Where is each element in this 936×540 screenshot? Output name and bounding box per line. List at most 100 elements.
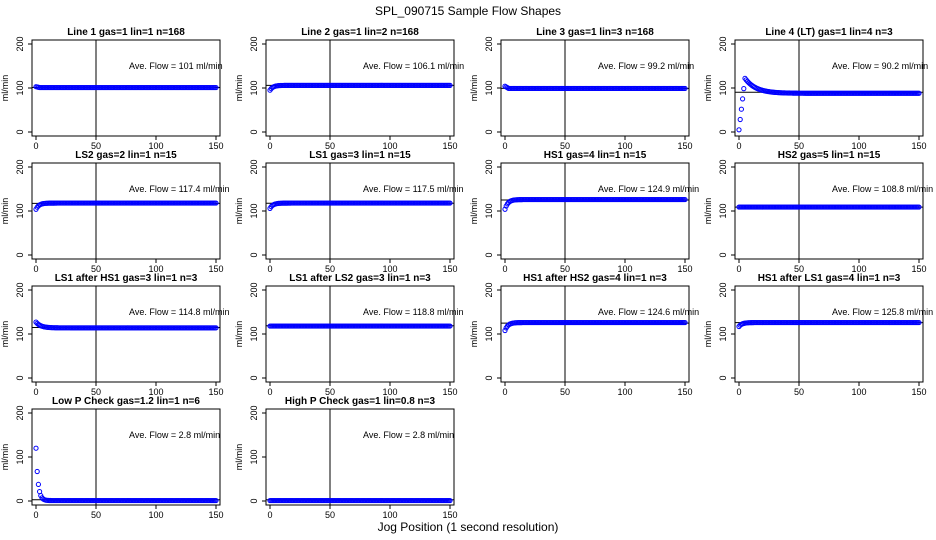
average-flow-annotation: Ave. Flow = 99.2 ml/min (598, 61, 694, 71)
y-tick-label: 0 (484, 375, 494, 380)
y-tick-label: 0 (484, 252, 494, 257)
data-point (740, 96, 746, 102)
x-tick-label: 100 (851, 264, 866, 274)
y-axis-label: ml/min (0, 198, 10, 225)
y-tick-label: 200 (718, 159, 728, 174)
x-tick-label: 50 (560, 264, 570, 274)
x-tick-label: 50 (325, 141, 335, 151)
figure-x-axis-label: Jog Position (1 second resolution) (378, 520, 559, 534)
panel-title: LS1 after LS2 gas=3 lin=1 n=3 (289, 273, 431, 284)
y-tick-label: 100 (249, 326, 259, 341)
y-tick-label: 0 (484, 129, 494, 134)
x-tick-label: 100 (382, 387, 397, 397)
x-tick-label: 50 (325, 510, 335, 520)
y-tick-label: 100 (718, 203, 728, 218)
y-axis-label: ml/min (234, 198, 244, 225)
average-flow-annotation: Ave. Flow = 108.8 ml/min (832, 184, 933, 194)
y-tick-label: 200 (15, 282, 25, 297)
panel-1: Line 1 gas=1 lin=1 n=168 ml/min 0 50 100 150 0… (0, 27, 224, 151)
average-flow-annotation: Ave. Flow = 117.5 ml/min (363, 184, 463, 194)
plot-frame (265, 39, 455, 137)
x-tick-label: 50 (560, 387, 570, 397)
plot-frame (265, 162, 455, 260)
x-tick-label: 100 (851, 141, 866, 151)
x-tick-label: 0 (33, 141, 38, 151)
y-tick-label: 0 (15, 129, 25, 134)
panel-title: Low P Check gas=1.2 lin=1 n=6 (52, 396, 200, 407)
x-tick-label: 50 (794, 141, 804, 151)
data-point (447, 200, 453, 206)
panel-9: LS1 after HS1 gas=3 lin=1 n=3 ml/min 0 50 10… (0, 273, 229, 397)
average-flow-annotation: Ave. Flow = 124.9 ml/min (598, 184, 699, 194)
data-points (736, 319, 922, 330)
x-tick-label: 150 (911, 387, 926, 397)
data-point (741, 86, 747, 92)
panel-10: LS1 after LS2 gas=3 lin=1 n=3 ml/min 0 50 10… (234, 273, 463, 397)
data-point (447, 82, 453, 88)
y-axis-label: ml/min (0, 321, 10, 348)
y-axis-label: ml/min (234, 444, 244, 471)
average-flow-annotation: Ave. Flow = 106.1 ml/min (363, 61, 464, 71)
plot-frame (265, 285, 455, 383)
average-flow-annotation: Ave. Flow = 117.4 ml/min (129, 184, 229, 194)
y-tick-label: 100 (484, 80, 494, 95)
data-point (213, 200, 219, 206)
panel-2: Line 2 gas=1 lin=2 n=168 ml/min 0 50 100 150 0… (234, 27, 464, 151)
x-tick-label: 100 (148, 264, 163, 274)
panel-title: Line 3 gas=1 lin=3 n=168 (536, 27, 654, 38)
panels-container: Line 1 gas=1 lin=1 n=168 ml/min 0 50 100 150 0… (0, 27, 933, 520)
data-points (267, 497, 453, 504)
average-flow-annotation: Ave. Flow = 124.6 ml/min (598, 307, 699, 317)
x-tick-label: 100 (148, 510, 163, 520)
y-axis-label: ml/min (469, 75, 479, 102)
x-tick-label: 100 (617, 141, 632, 151)
data-point (916, 204, 922, 210)
average-flow-annotation: Ave. Flow = 118.8 ml/min (363, 307, 463, 317)
x-tick-label: 100 (617, 264, 632, 274)
panel-13: Low P Check gas=1.2 lin=1 n=6 ml/min 0 50 10… (0, 396, 224, 520)
y-tick-label: 100 (15, 203, 25, 218)
data-point (213, 325, 219, 331)
average-flow-annotation: Ave. Flow = 125.8 ml/min (832, 307, 933, 317)
y-tick-label: 200 (718, 282, 728, 297)
panel-title: HS1 after LS1 gas=4 lin=1 n=3 (758, 273, 901, 284)
y-tick-label: 0 (15, 375, 25, 380)
y-tick-label: 200 (249, 282, 259, 297)
x-tick-label: 150 (677, 264, 692, 274)
data-point (447, 497, 453, 504)
panel-11: HS1 after HS2 gas=4 lin=1 n=3 ml/min 0 50 10… (469, 273, 699, 397)
data-point (682, 85, 688, 92)
figure-title: SPL_090715 Sample Flow Shapes (375, 4, 561, 18)
y-tick-label: 100 (15, 326, 25, 341)
y-tick-label: 0 (249, 129, 259, 134)
y-axis-label: ml/min (703, 75, 713, 102)
y-tick-label: 0 (718, 129, 728, 134)
y-tick-label: 0 (249, 375, 259, 380)
data-points (33, 319, 219, 331)
panel-title: HS1 gas=4 lin=1 n=15 (544, 150, 647, 161)
data-point (213, 497, 219, 504)
y-tick-label: 100 (718, 326, 728, 341)
x-tick-label: 0 (33, 387, 38, 397)
panel-title: Line 2 gas=1 lin=2 n=168 (301, 27, 419, 38)
x-tick-label: 50 (91, 264, 101, 274)
panel-title: LS1 after HS1 gas=3 lin=1 n=3 (55, 273, 198, 284)
panel-14: High P Check gas=1 lin=0.8 n=3 ml/min 0 50 1… (234, 396, 458, 520)
panel-title: Line 1 gas=1 lin=1 n=168 (67, 27, 185, 38)
x-tick-label: 0 (502, 264, 507, 274)
data-point (33, 445, 39, 451)
data-point (682, 319, 688, 326)
data-point (447, 323, 453, 329)
x-tick-label: 150 (677, 387, 692, 397)
x-tick-label: 100 (382, 264, 397, 274)
panel-5: LS2 gas=2 lin=1 n=15 ml/min 0 50 100 150 0 100 2… (0, 150, 229, 274)
data-point (502, 327, 508, 334)
data-points (502, 196, 688, 212)
y-axis-label: ml/min (469, 198, 479, 225)
x-tick-label: 150 (208, 141, 223, 151)
average-flow-annotation: Ave. Flow = 2.8 ml/min (129, 430, 220, 440)
x-tick-label: 150 (208, 387, 223, 397)
x-tick-label: 150 (442, 387, 457, 397)
x-tick-label: 50 (794, 264, 804, 274)
x-tick-label: 0 (33, 264, 38, 274)
